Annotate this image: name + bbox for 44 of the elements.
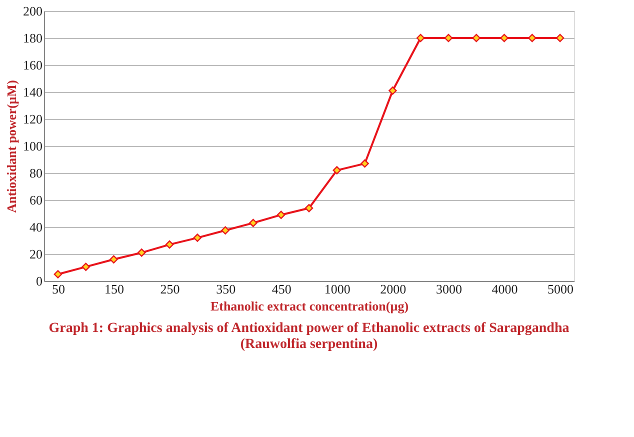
point — [165, 240, 174, 249]
point — [193, 234, 202, 242]
point — [556, 34, 564, 42]
point — [110, 255, 118, 264]
y-axis-title: Antioxidant power(µM) — [4, 80, 19, 213]
y-tick-label: 40 — [30, 220, 42, 234]
y-tick-label: 200 — [23, 4, 42, 18]
y-tick-label: 140 — [23, 84, 42, 100]
x-tick-label: 350 — [216, 282, 236, 296]
y-tick-label: 0 — [36, 274, 42, 288]
y-tick-label: 60 — [30, 192, 42, 208]
x-tick-label: 2000 — [380, 282, 406, 296]
y-tick-label: 160 — [23, 58, 42, 72]
x-axis-title: Ethanolic extract concentration(µg) — [210, 298, 409, 314]
point — [360, 159, 369, 168]
point — [388, 86, 397, 95]
y-tick-label: 100 — [23, 138, 42, 154]
point — [276, 210, 286, 219]
text: (Rauwolfia serpentina) — [240, 337, 378, 352]
x-tick-label: 150 — [104, 282, 124, 296]
x-tick-label: 3000 — [436, 282, 462, 296]
point — [221, 226, 230, 235]
point — [472, 34, 481, 42]
point — [137, 248, 146, 257]
x-tick-label: 4000 — [492, 282, 518, 296]
point — [444, 34, 453, 42]
x-tick-label: 50 — [52, 282, 65, 296]
point — [54, 270, 62, 278]
point — [528, 34, 536, 42]
y-tick-label: 120 — [23, 112, 42, 126]
caption: Graph 1: Graphics analysis of Antioxidant power of Ethanolic extracts of Sarapgandha — [48, 321, 570, 336]
point — [500, 34, 508, 42]
point — [82, 262, 90, 271]
y-tick-label: 180 — [23, 30, 42, 46]
point — [304, 204, 314, 212]
point — [249, 218, 258, 228]
point — [332, 166, 342, 174]
x-tick-label: 5000 — [548, 282, 574, 296]
x-tick-label: 450 — [272, 282, 292, 296]
point — [416, 34, 425, 42]
x-tick-label: 1000 — [324, 282, 350, 296]
y-tick-label: 80 — [30, 166, 42, 180]
y-tick-label: 20 — [30, 246, 42, 262]
x-tick-label: 250 — [160, 282, 180, 296]
